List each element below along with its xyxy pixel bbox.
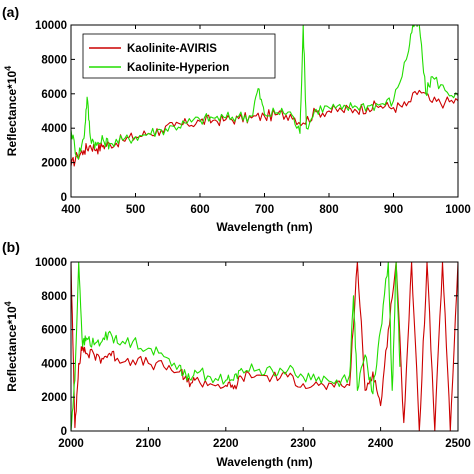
x-tick-label: 900 <box>384 204 403 216</box>
plot-area <box>71 25 458 167</box>
panel-a: 400 500 600 700 800 900 1000020004000600080001… <box>2 4 471 234</box>
legend-entry: Kaolinite-AVIRIS <box>127 43 217 55</box>
x-tick-label: 2300 <box>290 438 316 450</box>
plot-area <box>71 262 458 431</box>
x-tick-label: 1000 <box>445 204 471 216</box>
series-line-kaolinite-hyperion <box>71 25 458 160</box>
y-tick-label: 8000 <box>41 291 67 303</box>
panel-b: 2000 2100 2200 2300 2400 25000200040006000800… <box>2 239 471 469</box>
y-tick-label: 10000 <box>35 20 67 32</box>
series-line-1 <box>71 262 458 431</box>
x-tick-label: 500 <box>126 204 145 216</box>
legend-entry: Kaolinite-Hyperion <box>127 62 229 74</box>
y-tick-label: 4000 <box>41 123 67 135</box>
legend: Kaolinite-AVIRIS Kaolinite-Hyperion <box>82 33 276 79</box>
x-tick-label: 2100 <box>136 438 162 450</box>
y-tick-label: 0 <box>61 192 67 204</box>
y-axis-label: Reflectance*104 <box>3 301 19 391</box>
x-tick-label: 2200 <box>213 438 239 450</box>
y-tick-label: 2000 <box>41 392 67 404</box>
axes-frame <box>70 261 459 432</box>
panel-label: (a) <box>2 4 19 20</box>
x-tick-label: 800 <box>319 204 338 216</box>
y-tick-label: 2000 <box>41 158 67 170</box>
x-tick-label: 400 <box>61 204 80 216</box>
y-tick-label: 8000 <box>41 54 67 66</box>
legend-box <box>82 33 276 79</box>
x-axis-label: Wavelength (nm) <box>216 455 312 469</box>
y-tick-label: 4000 <box>41 358 67 370</box>
y-axis-label: Reflectance*104 <box>3 66 19 156</box>
series-line-2 <box>71 262 401 431</box>
panel-label: (b) <box>2 239 20 255</box>
series-line-kaolinite-aviris <box>71 89 458 167</box>
y-tick-label: 10000 <box>35 257 67 269</box>
y-tick-label: 6000 <box>41 89 67 101</box>
x-tick-label: 2000 <box>58 438 84 450</box>
y-tick-label: 6000 <box>41 325 67 337</box>
x-tick-label: 600 <box>190 204 209 216</box>
y-tick-label: 0 <box>61 426 67 438</box>
x-tick-label: 2400 <box>368 438 394 450</box>
x-axis-label: Wavelength (nm) <box>216 220 312 234</box>
x-tick-label: 2500 <box>445 438 471 450</box>
x-tick-label: 700 <box>255 204 274 216</box>
